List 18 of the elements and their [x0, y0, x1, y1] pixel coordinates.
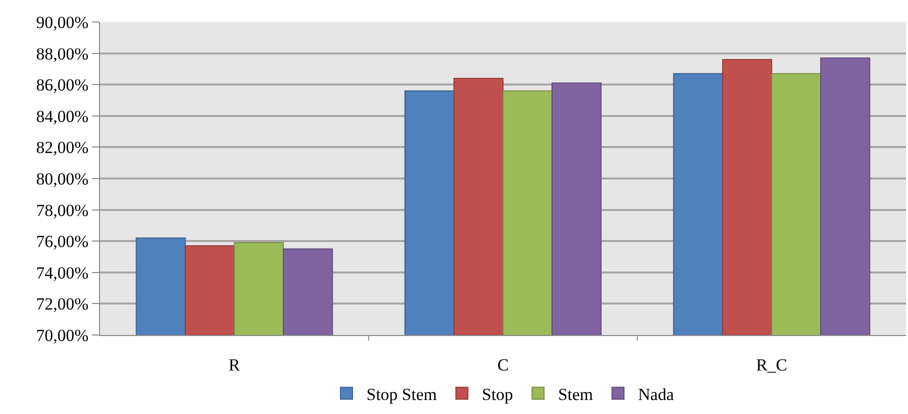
legend-label: Stem [558, 384, 594, 404]
y-tick-label: 80,00% [36, 169, 89, 188]
legend-label: Stop [482, 384, 514, 404]
y-tick-label: 84,00% [36, 106, 89, 126]
legend-label: Nada [638, 384, 674, 404]
y-tick-label: 70,00% [36, 326, 89, 345]
legend-label: Stop Stem [366, 384, 437, 404]
y-tick-label: 74,00% [36, 263, 89, 282]
y-tick-label: 78,00% [36, 200, 89, 220]
y-tick-label: 90,00% [36, 12, 89, 32]
y-tick-label: 88,00% [36, 44, 89, 64]
y-tick-label: 72,00% [36, 294, 89, 314]
x-tick-label: R_C [756, 355, 788, 374]
y-tick-label: 86,00% [36, 76, 89, 95]
x-tick-label: C [497, 355, 509, 374]
y-tick-label: 76,00% [36, 232, 89, 252]
x-tick-label: R [228, 355, 241, 374]
y-tick-label: 82,00% [36, 138, 89, 158]
